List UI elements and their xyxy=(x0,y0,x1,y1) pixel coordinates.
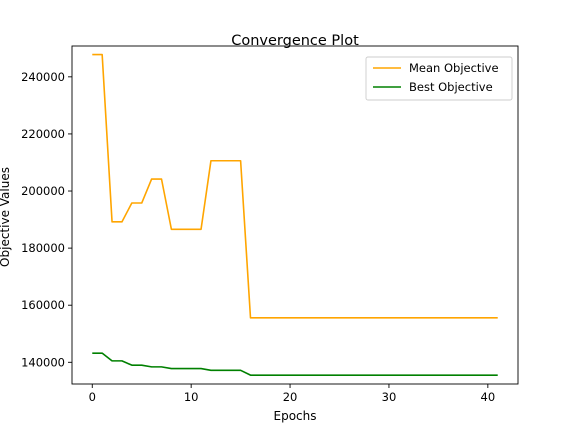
legend: Mean Objective Best Objective xyxy=(365,56,513,101)
x-tick-label: 30 xyxy=(382,390,397,404)
series-line-mean-objective xyxy=(92,53,498,319)
tick-layer: 0 10 20 30 40 140000 160000 180000 200000 220000 2… xyxy=(21,70,495,404)
x-tick-label: 0 xyxy=(89,390,96,404)
legend-label-mean-objective: Mean Objective xyxy=(409,61,499,75)
chart-title: Convergence Plot xyxy=(231,33,359,49)
y-tick-label: 240000 xyxy=(21,70,65,84)
y-tick-label: 140000 xyxy=(21,355,65,369)
x-tick-label: 10 xyxy=(184,390,199,404)
y-axis-label: Objective Values xyxy=(0,167,12,267)
legend-label-best-objective: Best Objective xyxy=(409,80,493,94)
series-layer xyxy=(92,53,498,376)
y-tick-label: 200000 xyxy=(21,184,65,198)
series-line-best-objective xyxy=(92,352,498,376)
x-axis-label: Epochs xyxy=(274,409,317,423)
y-tick-label: 180000 xyxy=(21,241,65,255)
y-tick-label: 220000 xyxy=(21,127,65,141)
y-tick-label: 160000 xyxy=(21,298,65,312)
x-tick-label: 20 xyxy=(283,390,298,404)
plot-area xyxy=(71,45,519,385)
x-tick-label: 40 xyxy=(481,390,496,404)
legend-box xyxy=(365,56,513,101)
